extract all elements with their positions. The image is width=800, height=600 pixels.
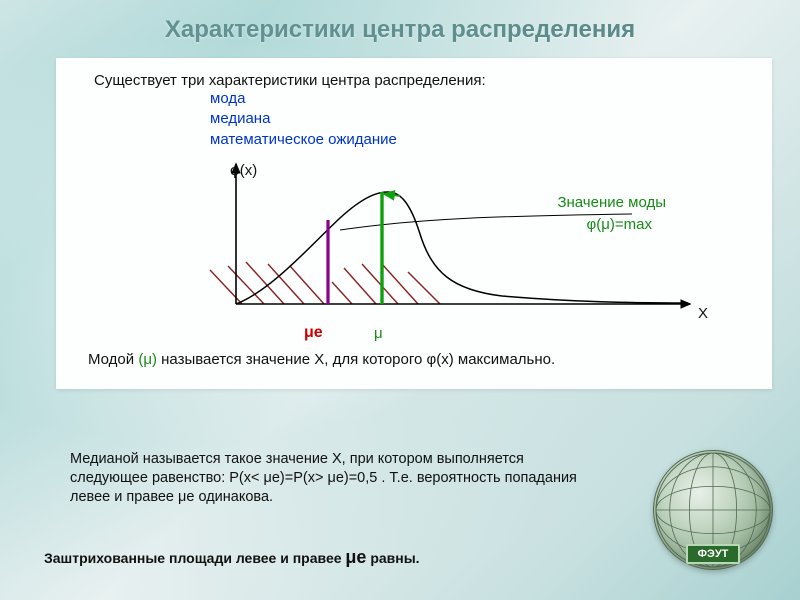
slide-title: Характеристики центра распределения — [0, 0, 800, 54]
mode-def-prefix: Модой — [88, 351, 138, 368]
logo-globe: ФЭУТ — [638, 450, 788, 590]
shade-suffix: равны. — [366, 550, 419, 566]
intro-text: Существует три характеристики центра рас… — [94, 72, 756, 89]
distribution-chart: φ(x) Значение моды φ(μ)=max X μe μ — [72, 156, 756, 336]
mode-definition: Модой (μ) называется значение X, для кот… — [88, 350, 726, 370]
shade-prefix: Заштрихованные площади левее и правее — [44, 550, 345, 566]
chart-svg — [72, 156, 732, 336]
shade-mu-e: μe — [345, 547, 366, 567]
content-panel: Существует три характеристики центра рас… — [56, 58, 772, 389]
list-expectation: математическое ожидание — [210, 130, 756, 150]
list-mode: мода — [210, 89, 756, 109]
x-axis-label: X — [698, 305, 708, 322]
median-definition: Медианой называется такое значение X, пр… — [70, 450, 600, 507]
mode-value-label: Значение моды — [557, 194, 666, 211]
mu-e-label: μe — [304, 324, 323, 342]
shaded-areas-note: Заштрихованные площади левее и правее μe… — [44, 546, 600, 569]
list-median: медиана — [210, 109, 756, 129]
mode-def-mu: (μ) — [138, 351, 157, 368]
mode-formula: φ(μ)=max — [587, 216, 652, 233]
phi-axis-label: φ(x) — [230, 162, 257, 179]
mode-def-suffix: называется значение X, для которого φ(x)… — [157, 351, 555, 368]
mu-label: μ — [374, 325, 383, 342]
globe-label: ФЭУТ — [686, 544, 741, 564]
